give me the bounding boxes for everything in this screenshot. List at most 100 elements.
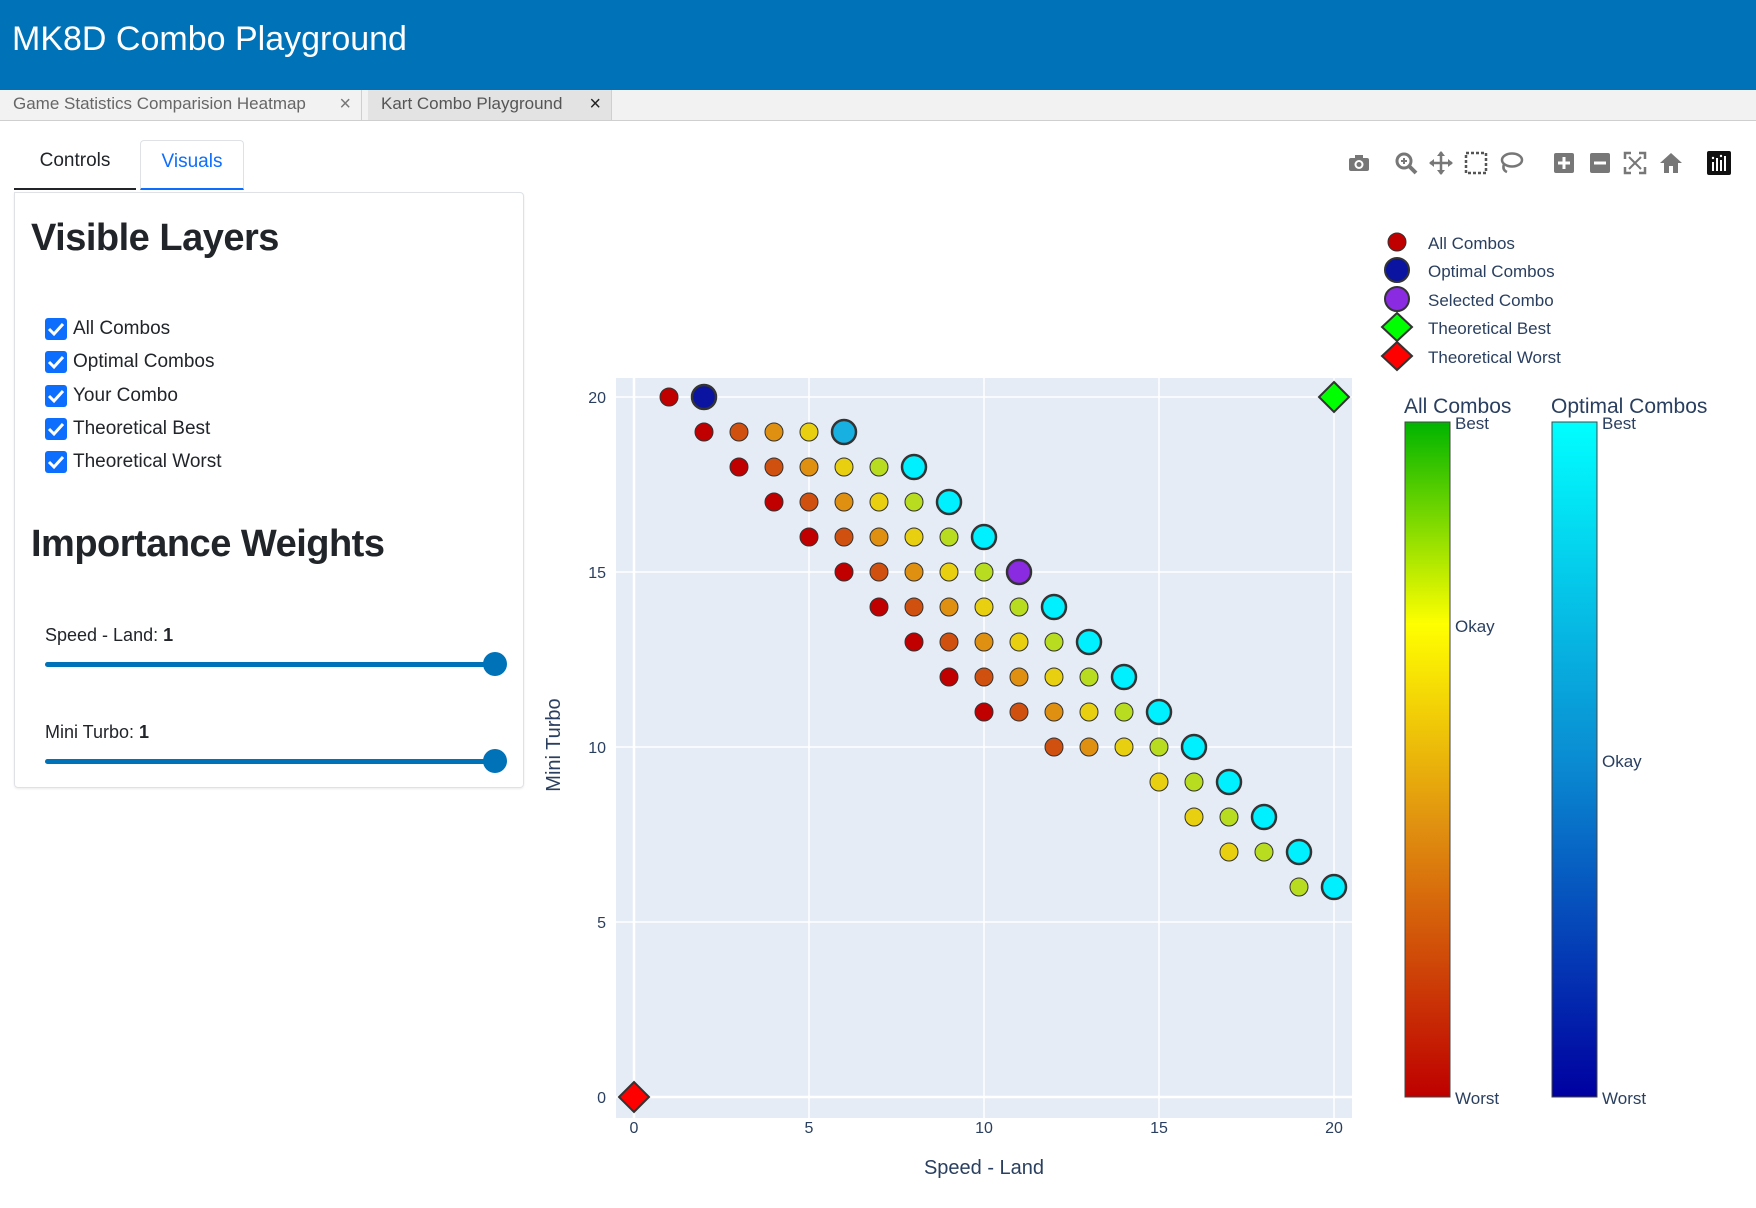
point-optimal-combos[interactable]: [830, 418, 858, 446]
box-select-icon[interactable]: [1463, 150, 1489, 176]
close-icon[interactable]: ×: [589, 93, 601, 115]
tab-heatmap[interactable]: Game Statistics Comparision Heatmap ×: [0, 90, 362, 120]
point-all-combos[interactable]: [764, 422, 784, 442]
speed-land-slider-track[interactable]: [45, 662, 495, 667]
point-all-combos[interactable]: [799, 457, 819, 477]
point-optimal-combos[interactable]: [1075, 628, 1103, 656]
point-all-combos[interactable]: [1009, 667, 1029, 687]
point-all-combos[interactable]: [939, 667, 959, 687]
point-all-combos[interactable]: [1219, 807, 1239, 827]
point-all-combos[interactable]: [869, 562, 889, 582]
point-all-combos[interactable]: [869, 457, 889, 477]
point-all-combos[interactable]: [659, 387, 679, 407]
point-all-combos[interactable]: [939, 562, 959, 582]
point-all-combos[interactable]: [974, 702, 994, 722]
checkbox-checked-icon[interactable]: [45, 351, 67, 373]
point-all-combos[interactable]: [974, 597, 994, 617]
point-all-combos[interactable]: [904, 632, 924, 652]
point-all-combos[interactable]: [974, 562, 994, 582]
point-all-combos[interactable]: [1114, 737, 1134, 757]
checkbox-checked-icon[interactable]: [45, 318, 67, 340]
legend-label[interactable]: Selected Combo: [1428, 291, 1554, 310]
point-all-combos[interactable]: [1044, 702, 1064, 722]
checkbox-checked-icon[interactable]: [45, 385, 67, 407]
point-all-combos[interactable]: [694, 422, 714, 442]
point-optimal-combos[interactable]: [1250, 803, 1278, 831]
legend-label[interactable]: Theoretical Best: [1428, 319, 1551, 338]
point-all-combos[interactable]: [1289, 877, 1309, 897]
point-all-combos[interactable]: [939, 597, 959, 617]
point-all-combos[interactable]: [834, 527, 854, 547]
plotly-logo-icon[interactable]: [1706, 150, 1732, 176]
point-all-combos[interactable]: [1219, 842, 1239, 862]
point-theoretical-worst[interactable]: [617, 1080, 651, 1114]
point-all-combos[interactable]: [939, 632, 959, 652]
point-theoretical-best[interactable]: [1317, 380, 1351, 414]
point-all-combos[interactable]: [834, 457, 854, 477]
checkbox-checked-icon[interactable]: [45, 418, 67, 440]
point-all-combos[interactable]: [904, 597, 924, 617]
point-optimal-combos[interactable]: [1215, 768, 1243, 796]
point-optimal-combos[interactable]: [690, 383, 718, 411]
point-all-combos[interactable]: [869, 527, 889, 547]
point-all-combos[interactable]: [799, 527, 819, 547]
point-all-combos[interactable]: [729, 457, 749, 477]
point-selected-combo[interactable]: [1005, 558, 1033, 586]
point-all-combos[interactable]: [729, 422, 749, 442]
point-all-combos[interactable]: [1044, 632, 1064, 652]
checkbox-checked-icon[interactable]: [45, 451, 67, 473]
legend-marker-theoretical-worst[interactable]: [1380, 340, 1414, 372]
point-optimal-combos[interactable]: [1180, 733, 1208, 761]
point-optimal-combos[interactable]: [1285, 838, 1313, 866]
tab-controls[interactable]: Controls: [14, 140, 136, 190]
speed-land-slider-handle[interactable]: [483, 652, 507, 676]
point-optimal-combos[interactable]: [970, 523, 998, 551]
pan-icon[interactable]: [1428, 150, 1454, 176]
reset-axes-icon[interactable]: [1658, 150, 1684, 176]
tab-visuals[interactable]: Visuals: [140, 140, 244, 190]
point-all-combos[interactable]: [1044, 667, 1064, 687]
point-all-combos[interactable]: [1254, 842, 1274, 862]
point-all-combos[interactable]: [1009, 632, 1029, 652]
point-all-combos[interactable]: [1149, 737, 1169, 757]
point-all-combos[interactable]: [1149, 772, 1169, 792]
point-all-combos[interactable]: [1114, 702, 1134, 722]
legend-marker-optimal-combos[interactable]: [1384, 257, 1410, 283]
point-all-combos[interactable]: [1079, 737, 1099, 757]
mini-turbo-slider-track[interactable]: [45, 759, 495, 764]
point-optimal-combos[interactable]: [1145, 698, 1173, 726]
legend-label[interactable]: Optimal Combos: [1428, 262, 1555, 281]
point-all-combos[interactable]: [834, 492, 854, 512]
point-all-combos[interactable]: [834, 562, 854, 582]
legend-marker-all-combos[interactable]: [1387, 232, 1407, 252]
point-all-combos[interactable]: [1044, 737, 1064, 757]
point-all-combos[interactable]: [904, 527, 924, 547]
zoom-icon[interactable]: [1393, 150, 1419, 176]
point-all-combos[interactable]: [904, 492, 924, 512]
point-all-combos[interactable]: [1184, 772, 1204, 792]
point-all-combos[interactable]: [869, 597, 889, 617]
point-all-combos[interactable]: [974, 667, 994, 687]
point-all-combos[interactable]: [764, 492, 784, 512]
point-optimal-combos[interactable]: [1110, 663, 1138, 691]
point-all-combos[interactable]: [904, 562, 924, 582]
point-all-combos[interactable]: [974, 632, 994, 652]
close-icon[interactable]: ×: [339, 93, 351, 115]
legend-marker-selected-combo[interactable]: [1384, 286, 1410, 312]
point-all-combos[interactable]: [1184, 807, 1204, 827]
legend-label[interactable]: Theoretical Worst: [1428, 348, 1561, 367]
point-all-combos[interactable]: [1079, 667, 1099, 687]
legend-label[interactable]: All Combos: [1428, 234, 1515, 253]
point-all-combos[interactable]: [869, 492, 889, 512]
point-all-combos[interactable]: [939, 527, 959, 547]
zoom-out-icon[interactable]: [1587, 150, 1613, 176]
point-optimal-combos[interactable]: [900, 453, 928, 481]
point-all-combos[interactable]: [764, 457, 784, 477]
lasso-icon[interactable]: [1498, 150, 1524, 176]
point-optimal-combos[interactable]: [1320, 873, 1348, 901]
point-optimal-combos[interactable]: [935, 488, 963, 516]
point-all-combos[interactable]: [799, 422, 819, 442]
tab-kart-combo-playground[interactable]: Kart Combo Playground ×: [368, 90, 612, 120]
point-all-combos[interactable]: [1079, 702, 1099, 722]
point-optimal-combos[interactable]: [1040, 593, 1068, 621]
